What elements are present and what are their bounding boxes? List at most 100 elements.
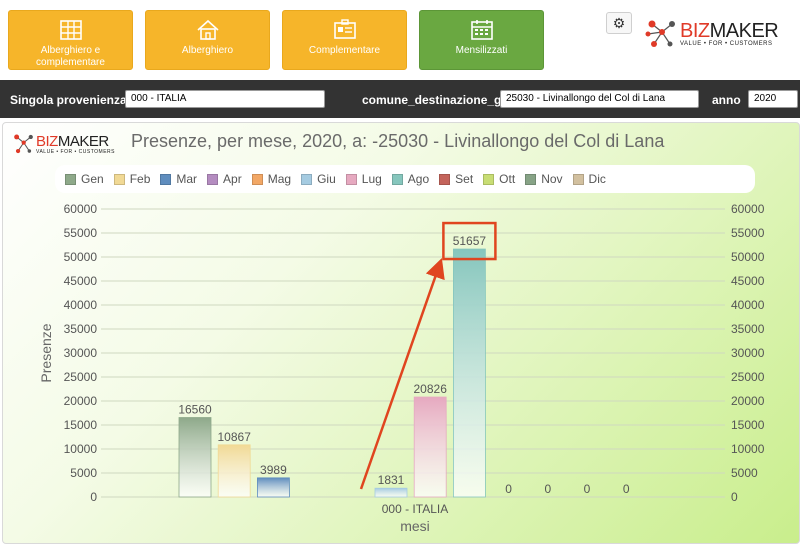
- highlight-box: [442, 221, 497, 261]
- settings-button[interactable]: ⚙: [606, 12, 632, 34]
- legend-item-mar[interactable]: Mar: [160, 172, 197, 186]
- legend-label: Feb: [129, 172, 151, 186]
- anno-label: anno: [712, 93, 741, 107]
- y-tick-label-left: 50000: [64, 250, 98, 264]
- legend-item-nov[interactable]: Nov: [525, 172, 563, 186]
- legend-swatch: [113, 173, 125, 185]
- y-tick-label-left: 60000: [64, 202, 98, 216]
- y-tick-label-right: 5000: [731, 466, 758, 480]
- legend-swatch: [525, 173, 537, 185]
- logo-word-maker: MAKER: [57, 132, 109, 150]
- y-tick-label-left: 5000: [70, 466, 97, 480]
- bar-ago: [452, 248, 486, 498]
- x-axis-label: mesi: [400, 518, 430, 534]
- legend-swatch: [483, 173, 495, 185]
- legend-swatch: [207, 173, 219, 185]
- id-card-icon: [333, 19, 356, 39]
- chart-legend: Gen Feb Mar Apr Mag Giu Lug Ago Set Ott Nov Dic: [55, 165, 755, 193]
- legend-item-giu[interactable]: Giu: [301, 172, 336, 186]
- y-tick-label-left: 25000: [64, 370, 98, 384]
- data-label-giu: 1831: [378, 473, 405, 487]
- data-label-ago: 51657: [453, 234, 487, 248]
- house-icon: [196, 19, 219, 40]
- data-label-dic: 0: [623, 482, 630, 496]
- filter-bar: Singola provenienza: 000 - ITALIA comune…: [0, 80, 800, 118]
- legend-label: Ago: [407, 172, 430, 186]
- legend-item-feb[interactable]: Feb: [113, 172, 151, 186]
- legend-item-apr[interactable]: Apr: [207, 172, 242, 186]
- legend-item-lug[interactable]: Lug: [345, 172, 382, 186]
- bar-mar: [256, 477, 290, 498]
- y-tick-label-left: 45000: [64, 274, 98, 288]
- legend-label: Dic: [588, 172, 606, 186]
- nav-button-label: Alberghiero e complementare: [36, 45, 105, 68]
- nav-button-label: Complementare: [308, 45, 381, 56]
- provenienza-input[interactable]: 000 - ITALIA: [125, 90, 325, 108]
- legend-item-set[interactable]: Set: [439, 172, 473, 186]
- y-tick-label-right: 35000: [731, 322, 765, 336]
- y-tick-label-right: 60000: [731, 202, 765, 216]
- legend-label: Ott: [499, 172, 516, 186]
- bar-giu: [374, 487, 408, 498]
- bar-lug: [413, 396, 447, 498]
- legend-label: Set: [455, 172, 474, 186]
- data-label-lug: 20826: [414, 382, 448, 396]
- data-label-nov: 0: [584, 482, 591, 496]
- provenienza-label: Singola provenienza:: [10, 93, 131, 107]
- logo-tagline: VALUE • FOR • CUSTOMERS: [680, 41, 773, 47]
- legend-item-ott[interactable]: Ott: [483, 172, 515, 186]
- y-tick-label-left: 30000: [64, 346, 98, 360]
- y-tick-label-right: 20000: [731, 394, 765, 408]
- bizmaker-logo: BIZMAKER VALUE • FOR • CUSTOMERS: [644, 14, 779, 54]
- legend-swatch: [251, 173, 263, 185]
- data-label-feb: 10867: [218, 430, 252, 444]
- legend-label: Apr: [223, 172, 242, 186]
- logo-word-biz: BIZ: [36, 132, 58, 150]
- y-tick-label-right: 25000: [731, 370, 765, 384]
- y-tick-label-right: 50000: [731, 250, 765, 264]
- y-tick-label-left: 40000: [64, 298, 98, 312]
- legend-swatch: [65, 173, 76, 185]
- comune-input[interactable]: 25030 - Livinallongo del Col di Lana: [500, 90, 699, 108]
- data-label-mar: 3989: [260, 463, 287, 477]
- y-axis-label: Presenze: [38, 323, 54, 382]
- y-tick-label-left: 35000: [64, 322, 98, 336]
- x-tick-label: 000 - ITALIA: [382, 502, 448, 516]
- y-tick-label-right: 15000: [731, 418, 765, 432]
- nav-button-complementare[interactable]: Complementare: [282, 10, 407, 70]
- legend-swatch: [160, 173, 172, 185]
- legend-swatch: [301, 173, 313, 185]
- y-tick-label-left: 0: [90, 490, 97, 504]
- y-tick-label-right: 45000: [731, 274, 765, 288]
- bar-feb: [217, 444, 251, 498]
- bar-chart: 0 0 5000 5000 10000 10000 15000 15000 20000 20000…: [38, 202, 765, 534]
- legend-label: Giu: [317, 172, 336, 186]
- legend-item-dic[interactable]: Dic: [572, 172, 606, 186]
- legend-swatch: [345, 173, 357, 185]
- comune-label: comune_destinazione_g: [362, 93, 502, 107]
- bar-gen: [178, 417, 212, 498]
- nav-button-mensilizzati[interactable]: Mensilizzati: [419, 10, 544, 70]
- nav-button-label: Mensilizzati: [455, 45, 508, 56]
- chart-bizmaker-logo: BIZMAKER VALUE • FOR • CUSTOMERS: [11, 129, 115, 159]
- legend-item-gen[interactable]: Gen: [65, 172, 104, 186]
- logo-tagline: VALUE • FOR • CUSTOMERS: [36, 148, 115, 155]
- logo-word-biz: BIZ: [680, 20, 710, 42]
- y-tick-label-right: 0: [731, 490, 738, 504]
- legend-label: Mar: [176, 172, 198, 186]
- y-tick-label-left: 10000: [64, 442, 98, 456]
- nav-button-alberghiero[interactable]: Alberghiero: [145, 10, 270, 70]
- y-tick-label-left: 20000: [64, 394, 98, 408]
- legend-item-ago[interactable]: Ago: [391, 172, 430, 186]
- legend-item-mag[interactable]: Mag: [251, 172, 291, 186]
- building-icon: [59, 20, 82, 40]
- legend-label: Gen: [81, 172, 104, 186]
- y-tick-label-left: 55000: [64, 226, 98, 240]
- legend-label: Lug: [361, 172, 382, 186]
- y-tick-label-right: 40000: [731, 298, 765, 312]
- anno-input[interactable]: 2020: [748, 90, 798, 108]
- data-label-gen: 16560: [178, 403, 212, 417]
- molecule-icon: [14, 134, 33, 154]
- nav-button-alberghiero-complementare[interactable]: Alberghiero e complementare: [8, 10, 133, 70]
- annotation-arrow: [359, 257, 445, 490]
